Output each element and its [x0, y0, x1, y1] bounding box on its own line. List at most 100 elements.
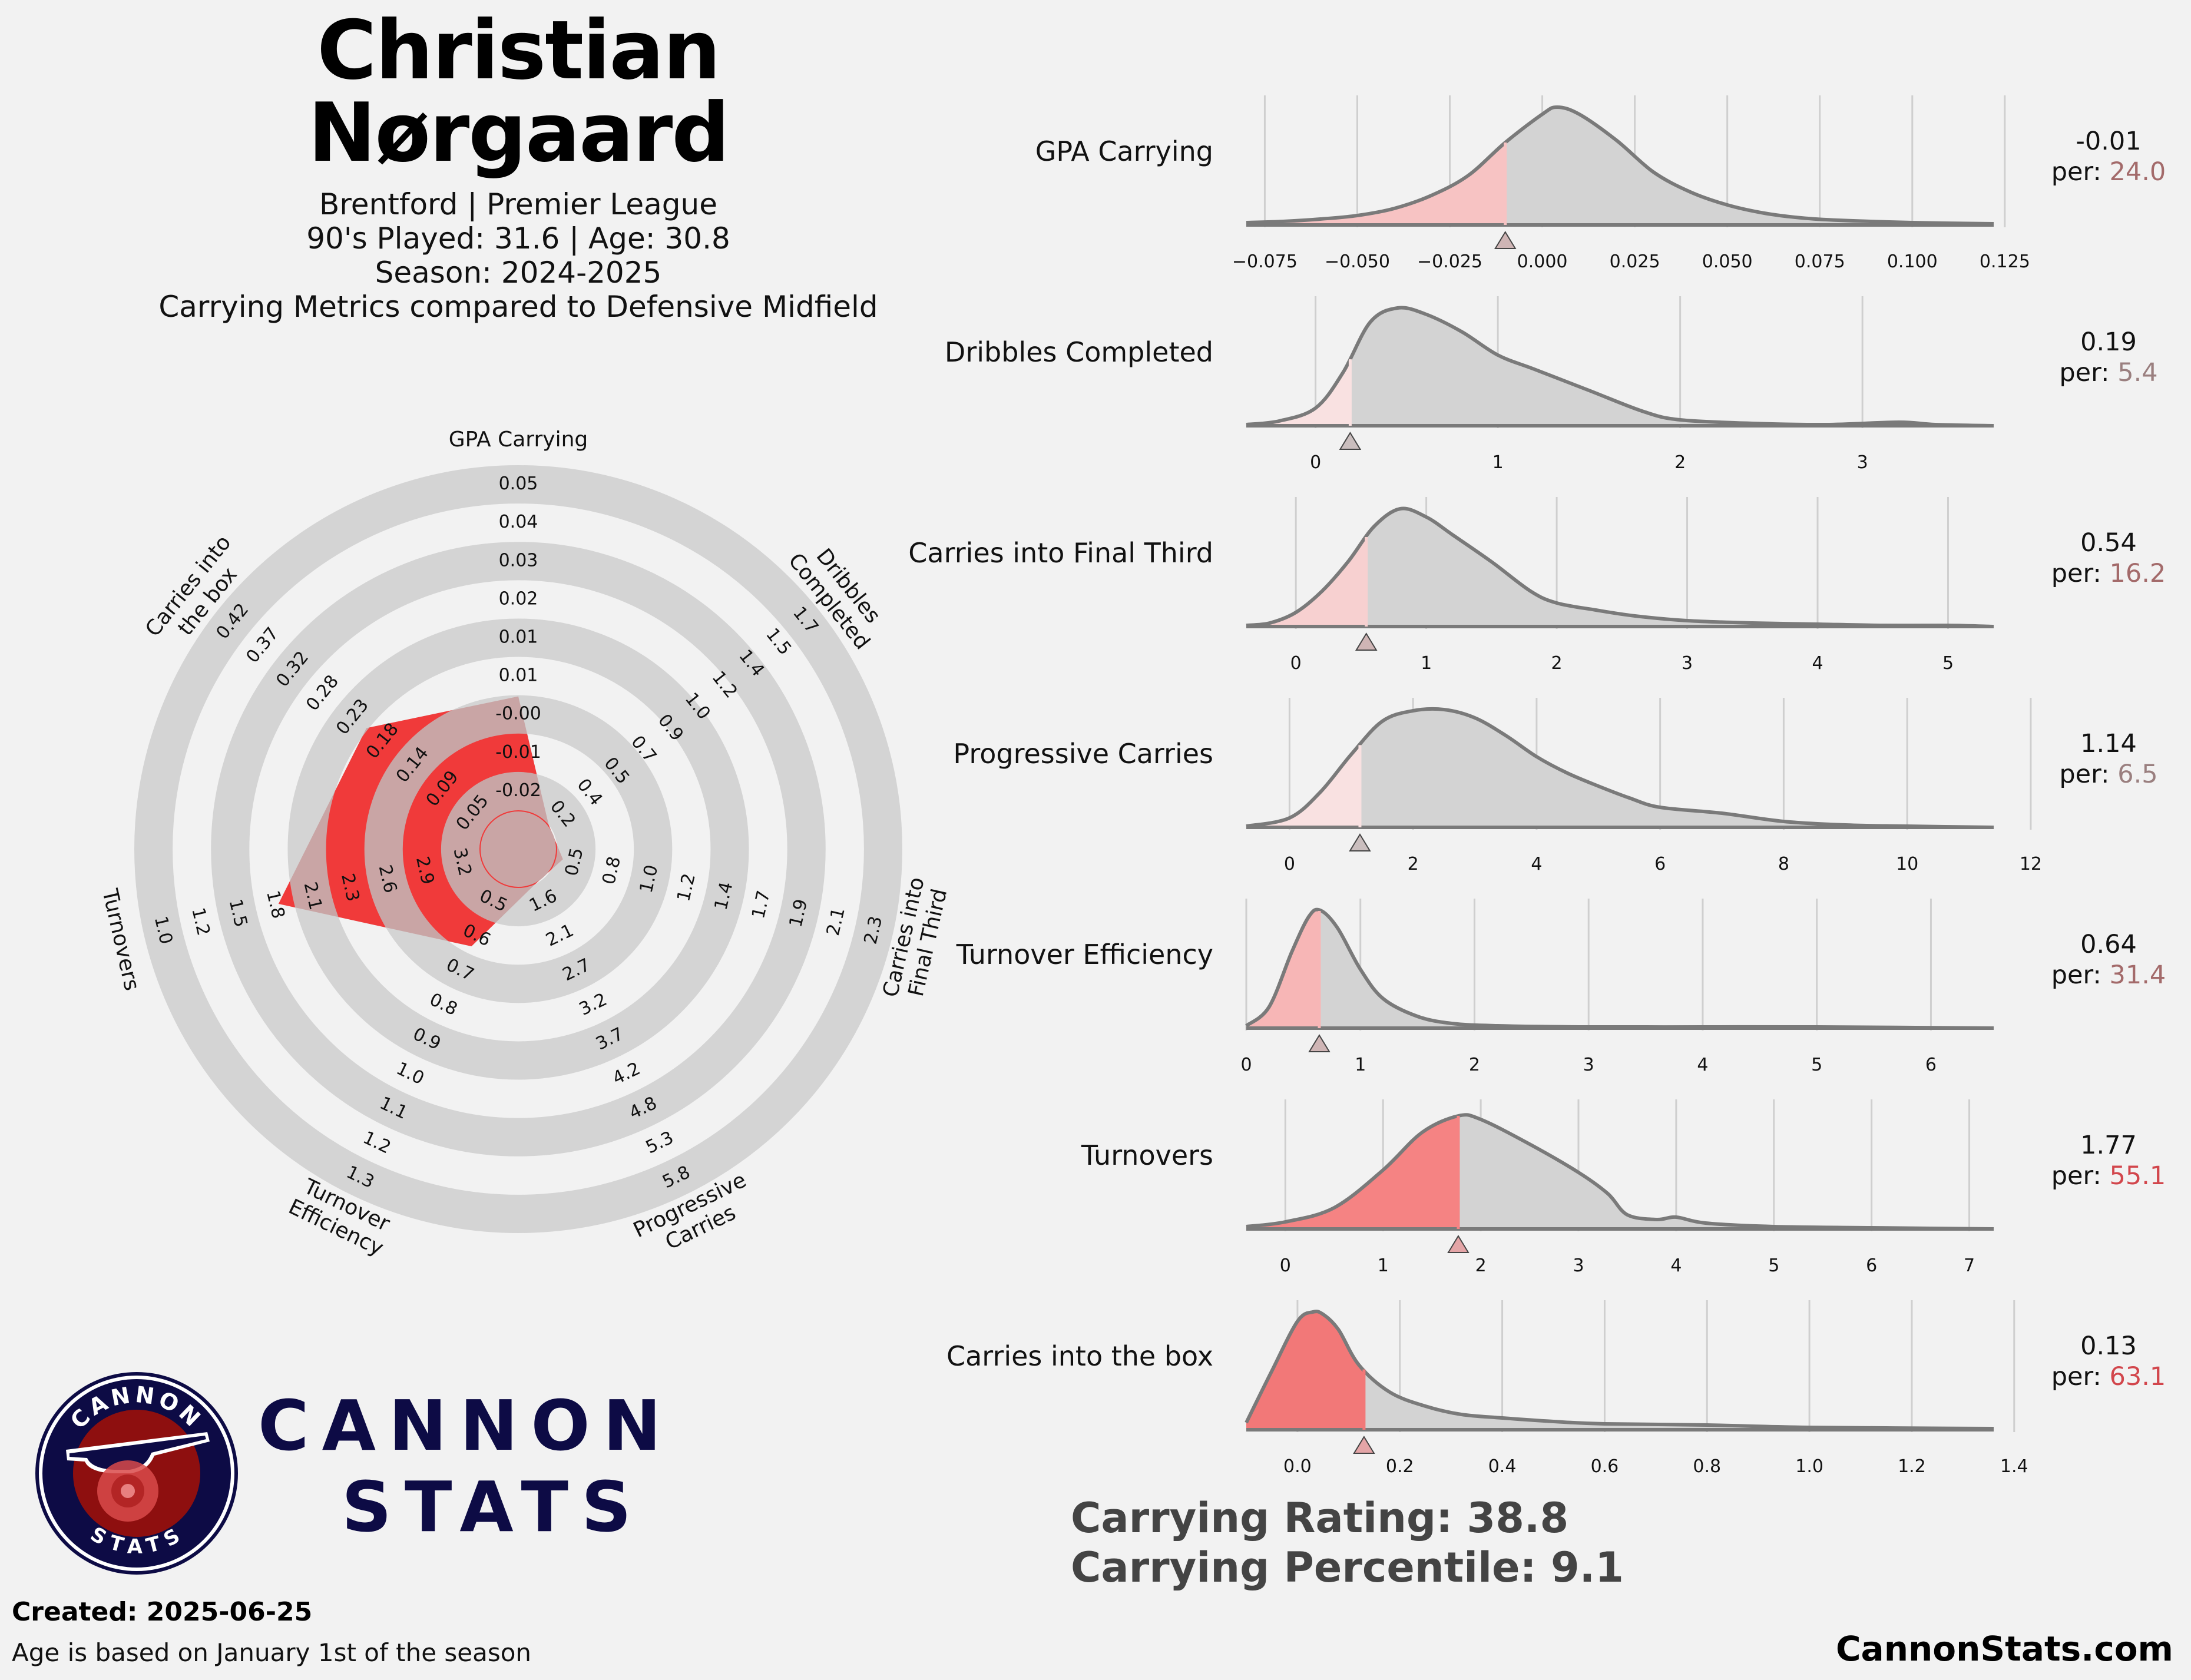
density-panel: 0 1 2 3 4 5 6 — [1240, 899, 1994, 1075]
played-age: 90's Played: 31.6 | Age: 30.8 — [306, 221, 730, 256]
density-tick-label: 2 — [1551, 653, 1563, 674]
metric-value-box: 1.14 per: 6.5 — [2020, 728, 2191, 790]
percentile-value: 55.1 — [2109, 1161, 2166, 1191]
comparison-note: Carrying Metrics compared to Defensive M… — [158, 290, 878, 324]
percentile-label: per: — [2051, 1362, 2110, 1391]
percentile-label: per: — [2059, 358, 2118, 387]
density-tick-label: 4 — [1531, 854, 1542, 874]
density-panel: 0 2 4 6 8 10 12 — [1246, 698, 2042, 874]
percentile-value: 16.2 — [2109, 559, 2166, 588]
density-tick-label: 5 — [1811, 1055, 1822, 1075]
density-tick-label: 5 — [1942, 653, 1954, 674]
density-tick-label: 8 — [1778, 854, 1789, 874]
metric-percentile: per: 55.1 — [2020, 1161, 2191, 1191]
percentile-value: 24.0 — [2109, 157, 2166, 187]
density-tick-labels: 0 1 2 3 4 5 — [1290, 653, 1954, 674]
created-date: Created: 2025-06-25 — [12, 1597, 313, 1627]
player-marker-icon — [1494, 231, 1517, 249]
density-tick-label: 4 — [1670, 1255, 1682, 1276]
radar-axis-label: GPA Carrying — [449, 428, 588, 452]
radar-ring-band — [211, 542, 826, 1157]
density-tick-label: 4 — [1697, 1055, 1708, 1075]
metric-value-box: 0.64 per: 31.4 — [2020, 929, 2191, 990]
brand-line-1: CANNON — [258, 1385, 674, 1466]
player-marker-icon — [1353, 1436, 1375, 1454]
team-league: Brentford | Premier League — [319, 187, 717, 221]
density-line — [1246, 105, 1994, 226]
metric-label: Dribbles Completed — [944, 336, 1213, 368]
density-area — [1246, 708, 1994, 827]
density-tick-label: 6 — [1925, 1055, 1937, 1075]
density-tick-label: 1 — [1492, 452, 1504, 473]
density-tick-label: 2 — [1469, 1055, 1480, 1075]
density-tick-label: 5 — [1768, 1255, 1779, 1276]
percentile-label: per: — [2051, 157, 2110, 187]
density-tick-label: 0.2 — [1386, 1456, 1414, 1477]
metric-value: 0.54 — [2080, 528, 2137, 558]
radar-tick-label: -0.00 — [495, 704, 541, 724]
radar-tick-label: 0.02 — [499, 588, 538, 609]
percentile-label: per: — [2059, 760, 2118, 789]
player-marker-icon — [1355, 632, 1378, 651]
density-tick-label: 0.6 — [1591, 1456, 1619, 1477]
density-tick-label: 3 — [1583, 1055, 1594, 1075]
density-area — [1246, 909, 1994, 1028]
density-tick-label: −0.025 — [1417, 251, 1482, 272]
density-tick-label: 0 — [1240, 1055, 1252, 1075]
metric-percentile: per: 5.4 — [2020, 357, 2191, 388]
player-name-first: Christian — [317, 3, 721, 98]
density-tick-label: 6 — [1654, 854, 1666, 874]
metric-label: Carries into Final Third — [908, 537, 1213, 569]
density-tick-label: 1.0 — [1795, 1456, 1823, 1477]
density-tick-label: 6 — [1866, 1255, 1877, 1276]
metric-value-box: 1.77 per: 55.1 — [2020, 1130, 2191, 1191]
player-band — [326, 696, 563, 947]
density-tick-label: 2 — [1674, 452, 1686, 473]
density-tick-labels: −0.075 −0.050 −0.025 0.000 0.025 0.050 0.075 0.… — [1232, 251, 2030, 272]
density-tick-label: 1 — [1355, 1055, 1366, 1075]
percentile-value: 63.1 — [2109, 1362, 2166, 1391]
density-tick-label: 0.100 — [1887, 251, 1938, 272]
metric-percentile: per: 63.1 — [2020, 1361, 2191, 1392]
density-line — [1246, 506, 1994, 628]
density-line — [1246, 1113, 1994, 1231]
density-line — [1245, 1310, 1994, 1430]
player-marker-icon — [1339, 432, 1362, 450]
carrying-percentile: Carrying Percentile: 9.1 — [1071, 1543, 1624, 1592]
density-player-shade — [1246, 909, 1319, 1028]
metric-value: 0.64 — [2080, 930, 2137, 959]
metric-label: Progressive Carries — [953, 738, 1213, 770]
density-player-shade — [1246, 143, 1505, 225]
radar-chart: -0.02-0.01-0.000.010.010.020.030.040.050… — [97, 428, 952, 1261]
density-tick-label: 1 — [1421, 653, 1432, 674]
player-marker-icon — [1447, 1235, 1470, 1253]
player-name-last: Nørgaard — [307, 85, 730, 180]
density-panel: 0 1 2 3 — [1246, 296, 1994, 473]
metric-value: 0.13 — [2080, 1331, 2137, 1361]
percentile-label: per: — [2051, 960, 2110, 990]
percentile-label: per: — [2051, 1161, 2110, 1191]
cannon-icon — [66, 1432, 210, 1522]
density-tick-label: 4 — [1812, 653, 1823, 674]
density-tick-labels: 0 1 2 3 4 5 6 — [1240, 1055, 1937, 1075]
density-tick-label: 7 — [1964, 1255, 1975, 1276]
site-link[interactable]: CannonStats.com — [1835, 1629, 2173, 1669]
density-tick-label: 0 — [1290, 653, 1302, 674]
density-area — [1246, 307, 1994, 426]
density-tick-label: 0 — [1284, 854, 1295, 874]
density-panel: 0.0 0.2 0.4 0.6 0.8 1.0 1.2 1.4 — [1245, 1300, 2028, 1477]
metric-value-box: -0.01 per: 24.0 — [2020, 126, 2191, 187]
density-tick-label: 2 — [1408, 854, 1419, 874]
metric-value-box: 0.13 per: 63.1 — [2020, 1331, 2191, 1392]
density-tick-label: 0.4 — [1488, 1456, 1517, 1477]
metric-value-box: 0.19 per: 5.4 — [2020, 327, 2191, 388]
radar-tick-label: -0.02 — [495, 780, 541, 801]
radar-center — [481, 811, 556, 887]
density-tick-label: 0.000 — [1517, 251, 1568, 272]
metric-label: GPA Carrying — [1035, 135, 1213, 167]
carrying-rating: Carrying Rating: 38.8 — [1071, 1494, 1569, 1542]
density-panel: 0 1 2 3 4 5 — [1246, 497, 1994, 674]
density-tick-labels: 0 2 4 6 8 10 12 — [1284, 854, 2042, 874]
density-tick-label: 2 — [1475, 1255, 1487, 1276]
metric-label: Turnovers — [1081, 1139, 1213, 1171]
